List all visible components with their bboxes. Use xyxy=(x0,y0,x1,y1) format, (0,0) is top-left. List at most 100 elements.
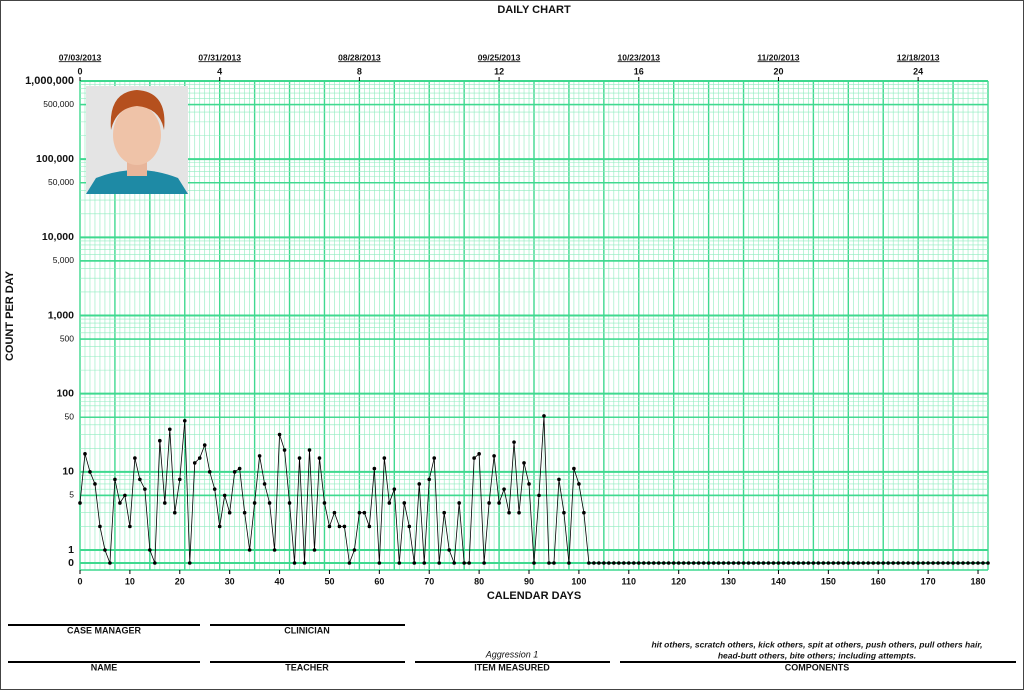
data-point xyxy=(262,482,267,486)
data-point xyxy=(631,561,636,565)
data-point xyxy=(172,510,177,515)
y-tick-label: 100,000 xyxy=(36,153,74,165)
data-point xyxy=(851,561,856,565)
data-point xyxy=(252,501,257,505)
data-point xyxy=(123,493,127,498)
data-point xyxy=(477,452,481,456)
data-point xyxy=(372,466,377,471)
data-point xyxy=(277,432,282,437)
data-point xyxy=(916,561,920,565)
data-point xyxy=(397,561,402,565)
top-date-label: 07/31/2013 xyxy=(198,52,241,62)
data-point xyxy=(986,561,990,565)
y-tick-label: 10,000 xyxy=(42,231,74,243)
data-point xyxy=(522,461,526,465)
data-point xyxy=(322,501,327,505)
data-point xyxy=(182,418,187,423)
data-point xyxy=(786,561,791,565)
data-point xyxy=(247,548,252,552)
data-point xyxy=(946,561,950,565)
chart-title: DAILY CHART xyxy=(497,4,571,16)
data-point xyxy=(482,561,486,565)
top-tick-label: 16 xyxy=(634,66,644,76)
data-point xyxy=(457,501,461,505)
data-point xyxy=(432,456,437,460)
top-tick-label: 8 xyxy=(357,66,362,76)
y-tick-label: 50,000 xyxy=(48,177,74,187)
y-tick-label: 1,000 xyxy=(48,309,74,321)
plot: 1,000,000 500,000 100,000 50,000 10,000 5,000… xyxy=(25,52,990,586)
x-tick-label: 140 xyxy=(771,576,786,586)
data-point xyxy=(442,510,446,515)
data-point xyxy=(921,561,925,565)
y-tick-label: 500,000 xyxy=(43,99,74,109)
y-tick-label: 100 xyxy=(56,387,74,399)
data-point xyxy=(312,548,317,552)
data-point xyxy=(143,487,147,491)
data-point xyxy=(412,561,417,565)
data-point xyxy=(607,561,611,565)
data-point xyxy=(282,448,287,452)
data-point xyxy=(487,501,491,505)
data-point xyxy=(811,561,816,565)
data-point xyxy=(587,561,591,565)
x-tick-label: 100 xyxy=(571,576,586,586)
y-tick-label: 500 xyxy=(60,333,74,343)
data-point xyxy=(836,561,841,565)
y-axis-label: COUNT PER DAY xyxy=(4,270,16,361)
data-point xyxy=(776,561,781,565)
form-label: NAME xyxy=(91,662,118,672)
data-point xyxy=(911,561,915,565)
data-point xyxy=(806,561,811,565)
data-point xyxy=(417,482,422,486)
data-point xyxy=(452,561,456,565)
data-point xyxy=(846,561,851,565)
data-point xyxy=(686,561,691,565)
y-tick-label: 1 xyxy=(68,544,74,556)
data-point xyxy=(562,510,566,515)
data-point xyxy=(896,561,900,565)
form-label: COMPONENTS xyxy=(785,662,850,672)
data-point xyxy=(422,561,427,565)
data-point xyxy=(472,456,476,460)
data-point xyxy=(636,561,641,565)
data-point xyxy=(187,561,192,565)
top-date-label: 11/20/2013 xyxy=(757,52,799,62)
data-point xyxy=(552,561,556,565)
data-point xyxy=(342,524,347,529)
data-point xyxy=(981,561,985,565)
data-point xyxy=(138,477,142,482)
data-point xyxy=(716,561,721,565)
data-point xyxy=(871,561,876,565)
data-point xyxy=(826,561,831,565)
data-point xyxy=(876,561,881,565)
data-point xyxy=(791,561,796,565)
data-point xyxy=(641,561,646,565)
data-point xyxy=(901,561,905,565)
data-point xyxy=(133,456,137,460)
data-point xyxy=(337,524,342,529)
data-point xyxy=(592,561,596,565)
data-point xyxy=(906,561,910,565)
data-point xyxy=(98,524,102,529)
x-tick-label: 120 xyxy=(671,576,686,586)
form-label: ITEM MEASURED xyxy=(474,662,550,672)
top-date-label: 10/23/2013 xyxy=(617,52,660,62)
data-point xyxy=(357,510,362,515)
data-point xyxy=(407,524,412,529)
x-tick-label: 80 xyxy=(474,576,484,586)
data-point xyxy=(227,510,232,515)
data-point xyxy=(202,443,207,447)
data-point xyxy=(212,487,217,491)
data-point xyxy=(597,561,601,565)
data-point xyxy=(547,561,551,565)
data-point xyxy=(427,477,432,482)
top-tick-label: 0 xyxy=(77,66,82,76)
data-point xyxy=(961,561,965,565)
data-point xyxy=(781,561,786,565)
data-point xyxy=(332,510,337,515)
data-point xyxy=(951,561,955,565)
data-point xyxy=(711,561,716,565)
data-point xyxy=(108,561,112,565)
data-point xyxy=(886,561,891,565)
